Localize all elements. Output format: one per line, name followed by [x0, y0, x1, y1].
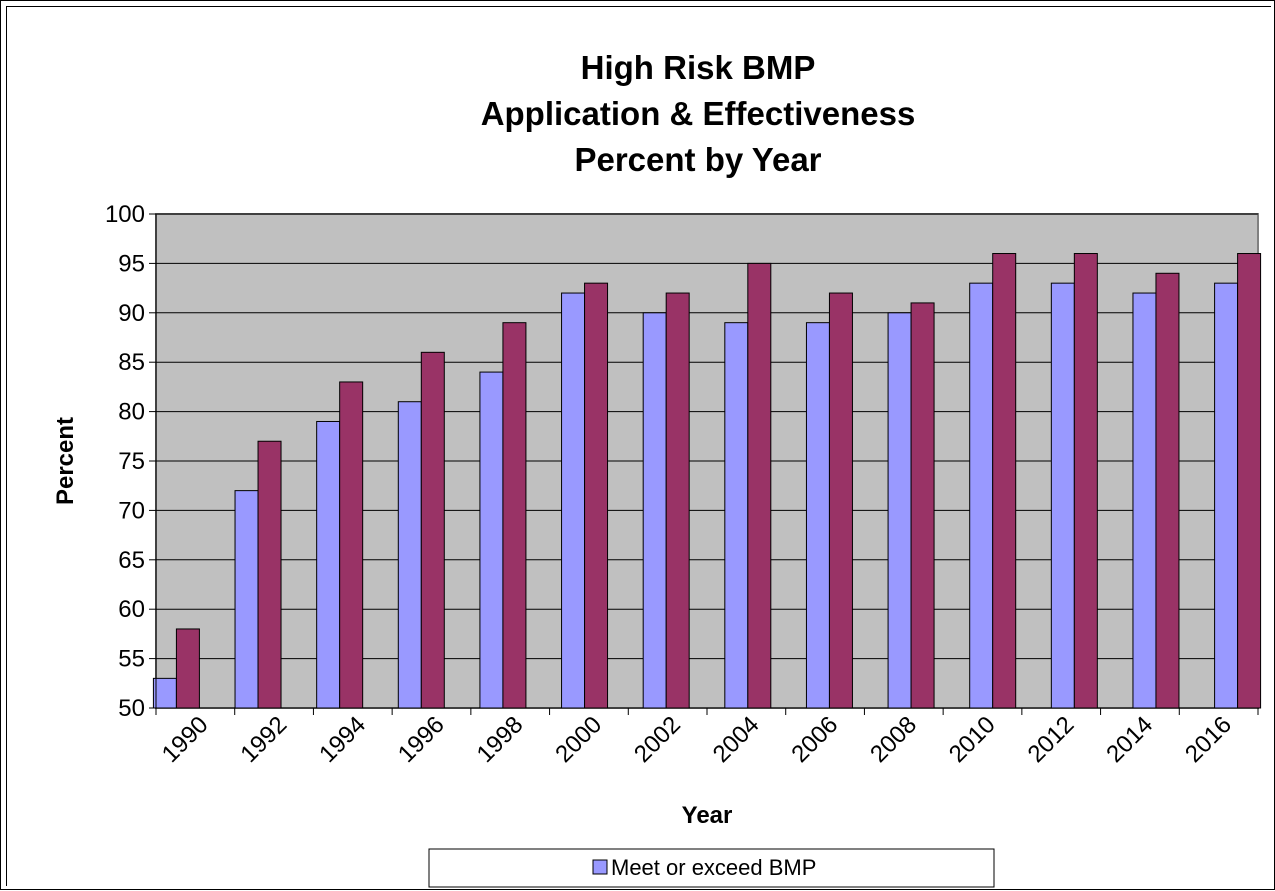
x-tick-label: 1998	[472, 711, 529, 768]
bar-meet-or-exceed-bmp	[969, 282, 994, 709]
bar-series-2	[992, 253, 1017, 709]
x-tick-label: 1992	[235, 711, 292, 768]
bar-series-2	[584, 282, 609, 709]
y-tick-label: 70	[118, 497, 145, 524]
bar-meet-or-exceed-bmp	[397, 401, 422, 709]
y-tick-label: 60	[118, 596, 145, 623]
x-axis-label: Year	[682, 802, 733, 829]
x-tick-label: 2014	[1101, 711, 1158, 768]
y-tick-label: 55	[118, 646, 145, 673]
x-tick-label: 2004	[708, 711, 765, 768]
x-tick-label: 2006	[786, 711, 843, 768]
x-tick-labels: 1990 1992 1994 1996 1998 2000 2002 2004 2006 2008…	[157, 711, 1237, 768]
x-tick-label: 1990	[157, 711, 214, 768]
y-tick-label: 50	[118, 695, 145, 722]
legend-label: Meet or exceed BMP	[611, 855, 816, 880]
y-tick-labels: 50 55 60 65 70 75 80 85 90 95 100	[105, 201, 145, 722]
bar-meet-or-exceed-bmp	[1132, 292, 1157, 709]
bar-series-2	[910, 302, 935, 709]
bar-series-2	[339, 381, 364, 709]
bar-series-2	[747, 262, 772, 709]
x-tick-label: 2016	[1180, 711, 1237, 768]
bar-meet-or-exceed-bmp	[1214, 282, 1239, 709]
bar-series-2	[175, 628, 200, 709]
x-tick-label: 2010	[944, 711, 1001, 768]
x-tick-label: 2000	[550, 711, 607, 768]
y-tick-label: 95	[118, 250, 145, 277]
bar-meet-or-exceed-bmp	[1050, 282, 1075, 709]
x-tick-label: 2008	[865, 711, 922, 768]
bar-meet-or-exceed-bmp	[642, 312, 667, 709]
y-tick-label: 65	[118, 547, 145, 574]
y-axis-label: Percent	[52, 417, 79, 505]
bar-meet-or-exceed-bmp	[479, 371, 504, 709]
bar-series-2	[257, 440, 282, 709]
x-tick-label: 2012	[1023, 711, 1080, 768]
chart-title-line: Percent by Year	[574, 141, 821, 178]
x-tick-label: 1996	[393, 711, 450, 768]
bar-series-2	[828, 292, 853, 709]
bar-series-2	[1073, 253, 1098, 709]
legend: Meet or exceed BMP	[428, 848, 995, 888]
bar-meet-or-exceed-bmp	[805, 322, 830, 709]
legend-swatch	[592, 859, 608, 875]
y-tick-label: 75	[118, 448, 145, 475]
bar-meet-or-exceed-bmp	[234, 490, 259, 709]
bar-meet-or-exceed-bmp	[316, 420, 341, 709]
bar-series-2	[665, 292, 690, 709]
bars	[152, 253, 1262, 709]
bar-series-2	[1155, 272, 1180, 709]
y-tick-label: 85	[118, 349, 145, 376]
x-tick-label: 1994	[314, 711, 371, 768]
chart-area-border	[6, 6, 1271, 886]
legend-box	[428, 848, 995, 888]
bar-meet-or-exceed-bmp	[724, 322, 749, 709]
chart-title: High Risk BMP Application & Effectiveness…	[481, 49, 916, 178]
axes	[149, 213, 1259, 715]
bar-series-2	[1237, 253, 1262, 709]
x-tick-label: 2002	[629, 711, 686, 768]
y-tick-label: 90	[118, 300, 145, 327]
chart-title-line: Application & Effectiveness	[481, 95, 916, 132]
bar-series-2	[502, 322, 527, 709]
y-tick-label: 80	[118, 399, 145, 426]
bar-meet-or-exceed-bmp	[152, 677, 177, 709]
y-tick-label: 100	[105, 201, 145, 228]
bar-meet-or-exceed-bmp	[561, 292, 586, 709]
bar-meet-or-exceed-bmp	[887, 312, 912, 709]
chart-title-line: High Risk BMP	[581, 49, 816, 86]
bar-series-2	[420, 351, 445, 709]
